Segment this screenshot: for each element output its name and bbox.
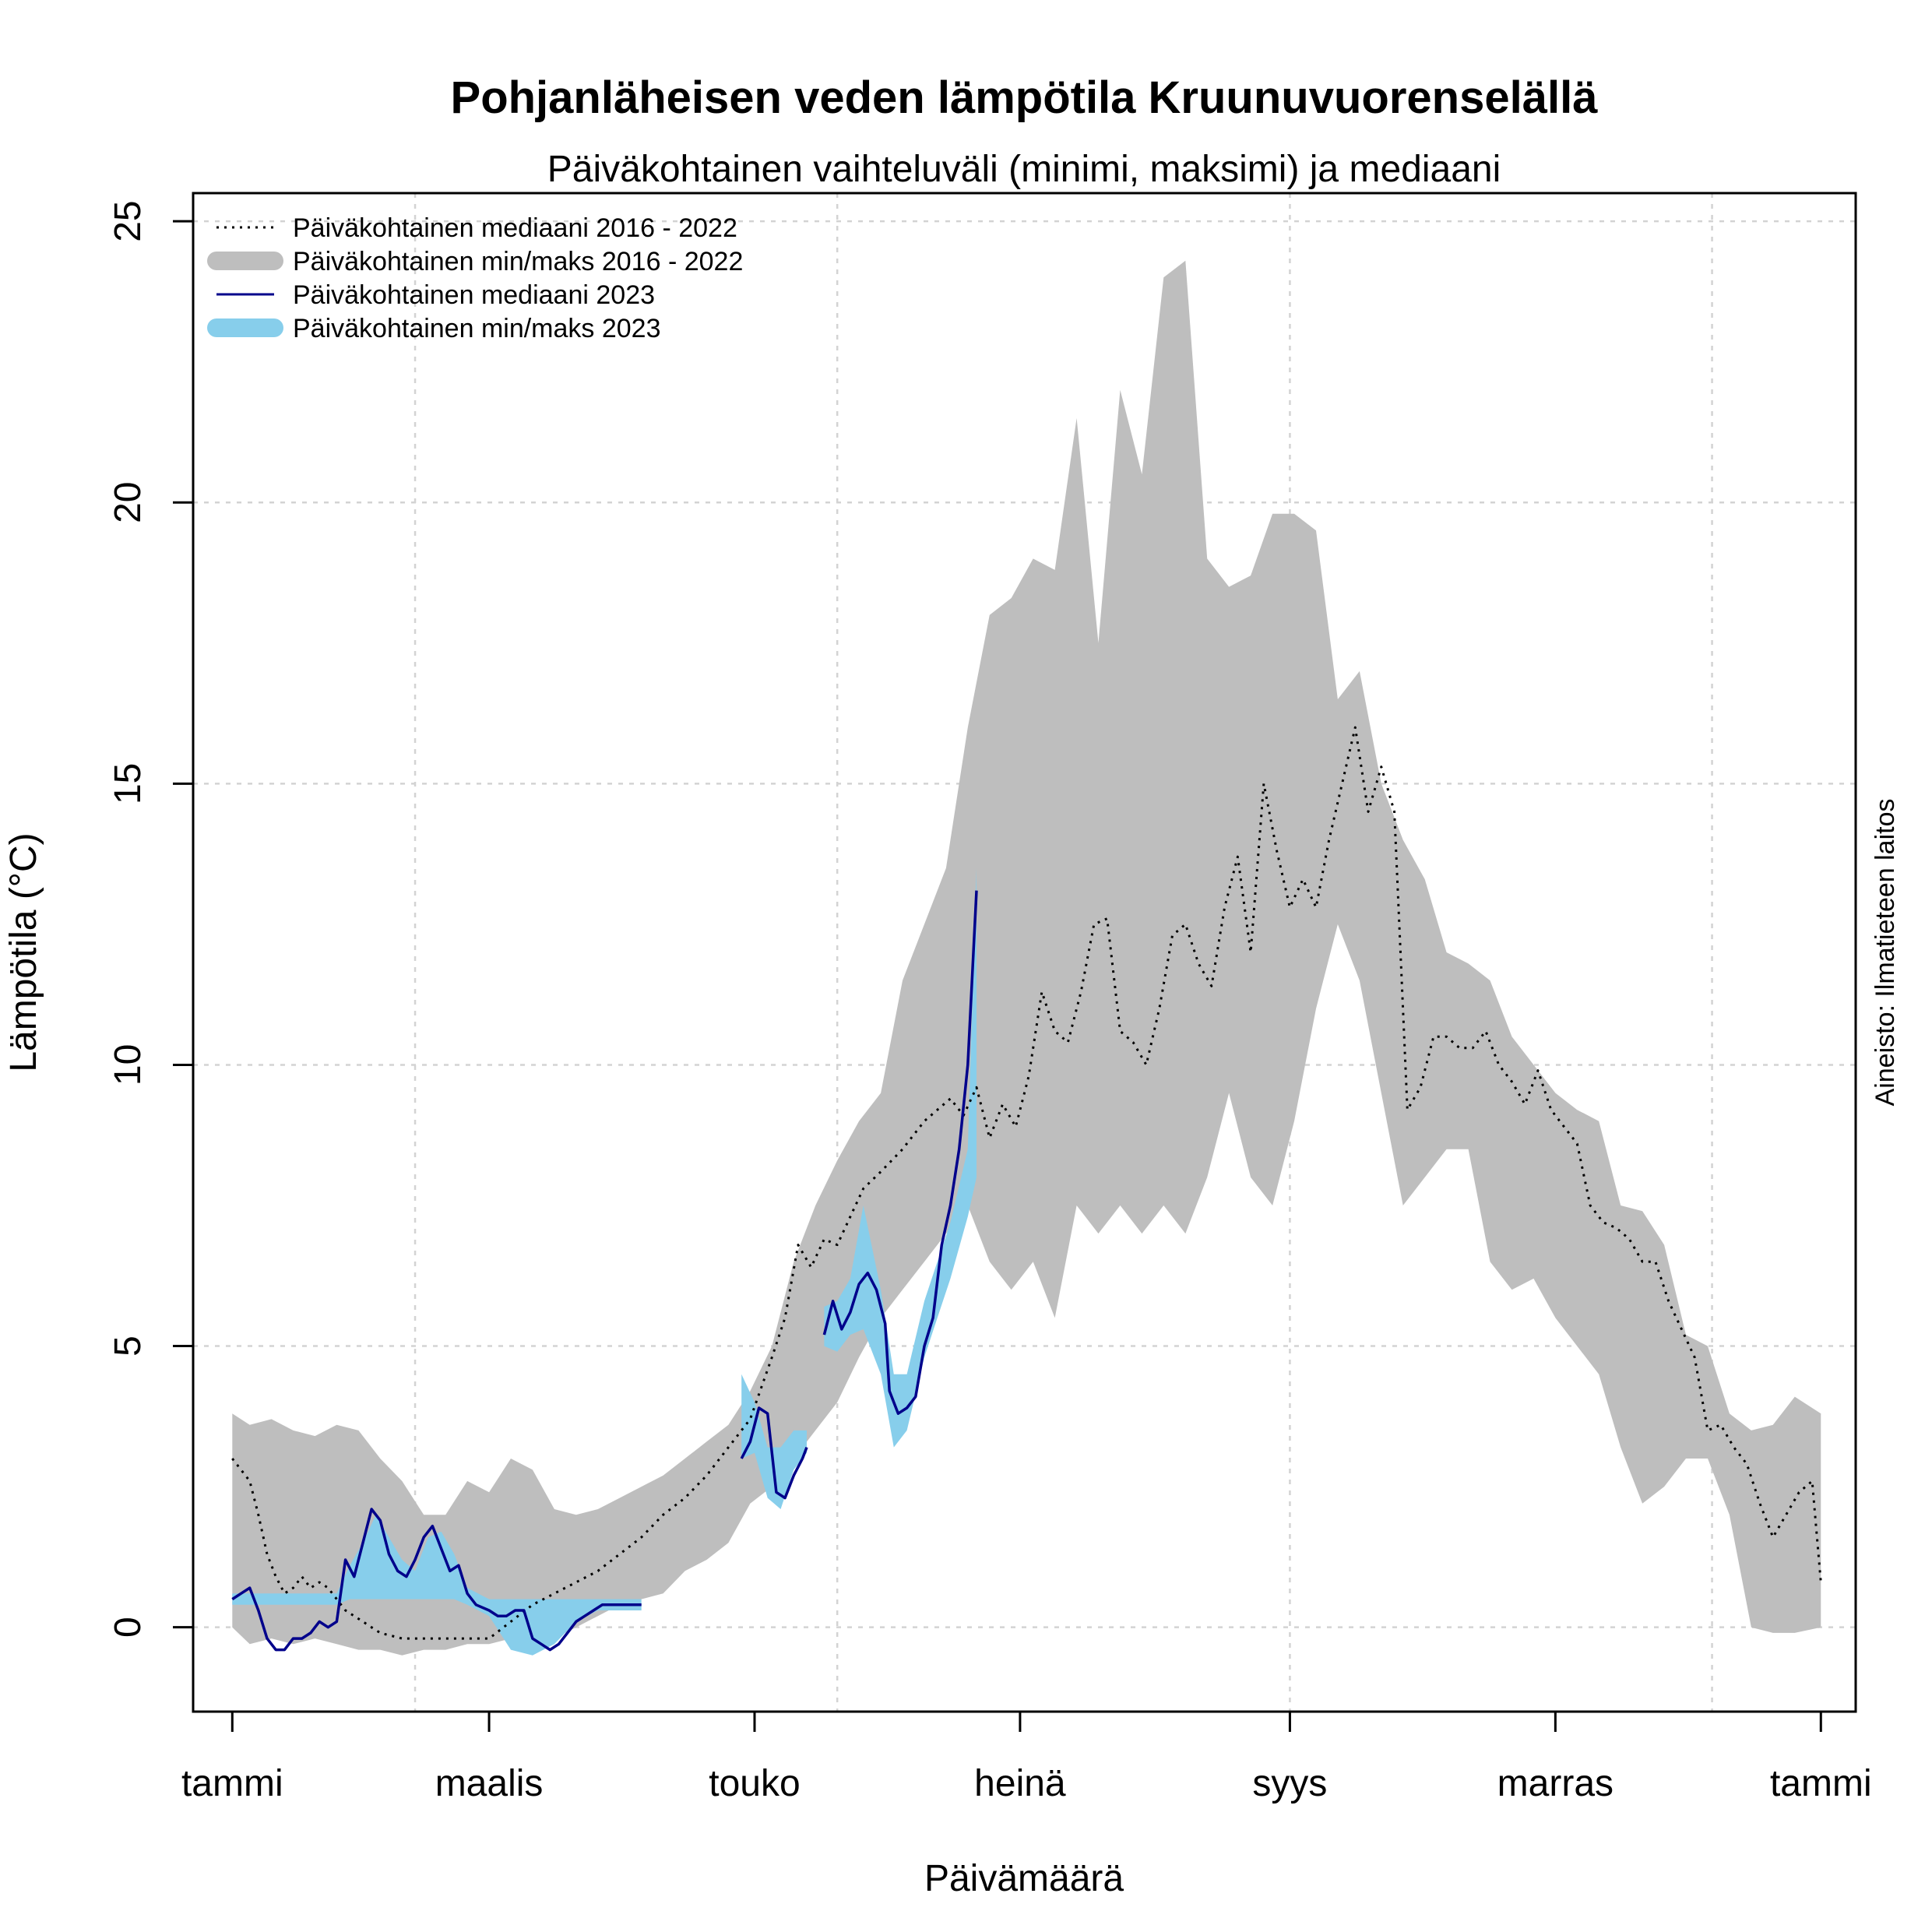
y-tick-label: 25 bbox=[107, 200, 149, 241]
line-median-2023 bbox=[740, 1406, 808, 1500]
y-tick-label: 20 bbox=[107, 482, 149, 523]
y-tick-label: 15 bbox=[107, 763, 149, 804]
y-axis: 0 5 10 15 20 25 bbox=[107, 200, 195, 1638]
chart-subtitle: Päiväkohtainen vaihteluväli (minimi, mak… bbox=[547, 149, 1501, 190]
line-layer bbox=[231, 726, 1822, 1652]
legend-label: Päiväkohtainen mediaani 2016 - 2022 bbox=[293, 213, 737, 243]
legend-label: Päiväkohtainen mediaani 2023 bbox=[293, 280, 655, 310]
band-minmax-2023 bbox=[232, 1515, 642, 1656]
x-tick-label: touko bbox=[709, 1763, 800, 1804]
x-tick-label: tammi bbox=[181, 1763, 283, 1804]
legend-label: Päiväkohtainen min/maks 2016 - 2022 bbox=[293, 247, 743, 276]
y-tick-label: 0 bbox=[107, 1617, 149, 1638]
band-minmax-2016-2022 bbox=[232, 260, 1821, 1656]
legend: Päiväkohtainen mediaani 2016 - 2022 Päivä… bbox=[207, 213, 743, 343]
x-axis: tammi maalis touko heinä syys marras tammi bbox=[181, 1710, 1872, 1804]
band-minmax-2023 bbox=[741, 1374, 807, 1509]
x-tick-label: maalis bbox=[435, 1763, 544, 1804]
x-axis-label: Päivämäärä bbox=[924, 1858, 1124, 1899]
y-tick-label: 10 bbox=[107, 1044, 149, 1086]
band-layer bbox=[232, 260, 1821, 1656]
x-tick-label: marras bbox=[1497, 1763, 1614, 1804]
line-median-2023 bbox=[231, 1508, 642, 1652]
line-median-2023 bbox=[822, 890, 978, 1415]
x-tick-label: tammi bbox=[1770, 1763, 1872, 1804]
y-axis-label: Lämpötila (°C) bbox=[3, 832, 44, 1072]
band-minmax-2023 bbox=[824, 867, 977, 1448]
y-tick-label: 5 bbox=[107, 1336, 149, 1357]
legend-label: Päiväkohtainen min/maks 2023 bbox=[293, 314, 661, 343]
data-source-note: Aineisto: Ilmatieteen laitos bbox=[1870, 799, 1900, 1107]
chart-title: Pohjanläheisen veden lämpötila Kruunuvuo… bbox=[451, 72, 1599, 123]
x-tick-label: syys bbox=[1252, 1763, 1327, 1804]
line-median-2016-2022 bbox=[231, 726, 1822, 1640]
x-tick-label: heinä bbox=[974, 1763, 1066, 1804]
